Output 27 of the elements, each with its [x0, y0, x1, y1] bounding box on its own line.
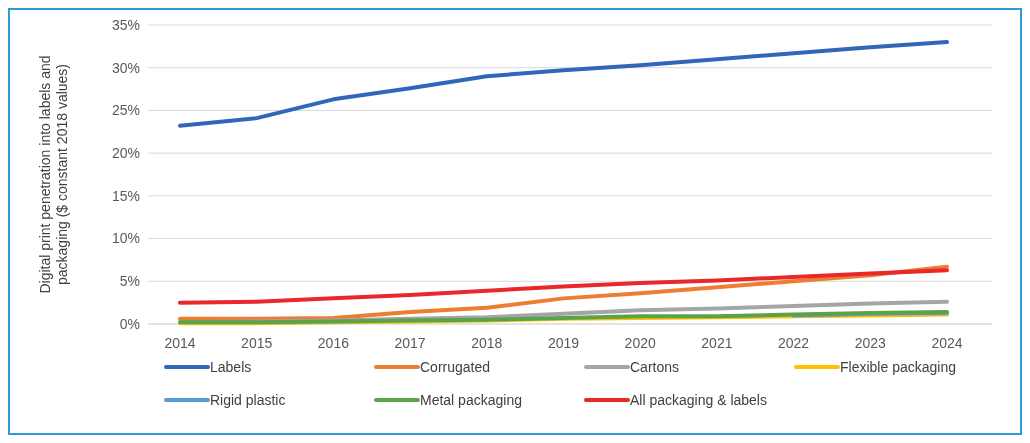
- x-tick-label: 2014: [164, 335, 196, 351]
- x-tick-label: 2018: [471, 335, 503, 351]
- x-tick-label: 2022: [778, 335, 810, 351]
- x-tick-label: 2020: [624, 335, 656, 351]
- x-tick-label: 2019: [547, 335, 580, 351]
- legend-label: Labels: [210, 358, 252, 375]
- legend-label: Cartons: [630, 358, 680, 375]
- y-axis-title: Digital print penetration into labels and packaging ($ constant 2018 values): [37, 55, 70, 294]
- y-tick-label: 0%: [119, 315, 140, 332]
- x-tick-label: 2024: [931, 335, 963, 351]
- x-tick-label: 2021: [701, 335, 733, 351]
- legend-label: Corrugated: [420, 358, 491, 375]
- y-tick-label: 20%: [111, 145, 140, 162]
- y-tick-label: 5%: [119, 273, 140, 290]
- x-tick-label: 2023: [854, 335, 887, 351]
- legend-label: Rigid plastic: [210, 391, 286, 408]
- y-tick-label: 10%: [111, 230, 140, 247]
- x-tick-label: 2017: [394, 335, 426, 351]
- legend-label: Metal packaging: [420, 391, 522, 408]
- y-tick-label: 15%: [111, 187, 140, 204]
- x-tick-label: 2016: [317, 335, 350, 351]
- legend-label: All packaging & labels: [630, 391, 767, 408]
- x-tick-label: 2015: [241, 335, 273, 351]
- legend-label: Flexible packaging: [840, 358, 956, 375]
- y-tick-label: 35%: [111, 16, 140, 33]
- y-tick-label: 25%: [111, 102, 140, 119]
- y-tick-label: 30%: [111, 59, 140, 76]
